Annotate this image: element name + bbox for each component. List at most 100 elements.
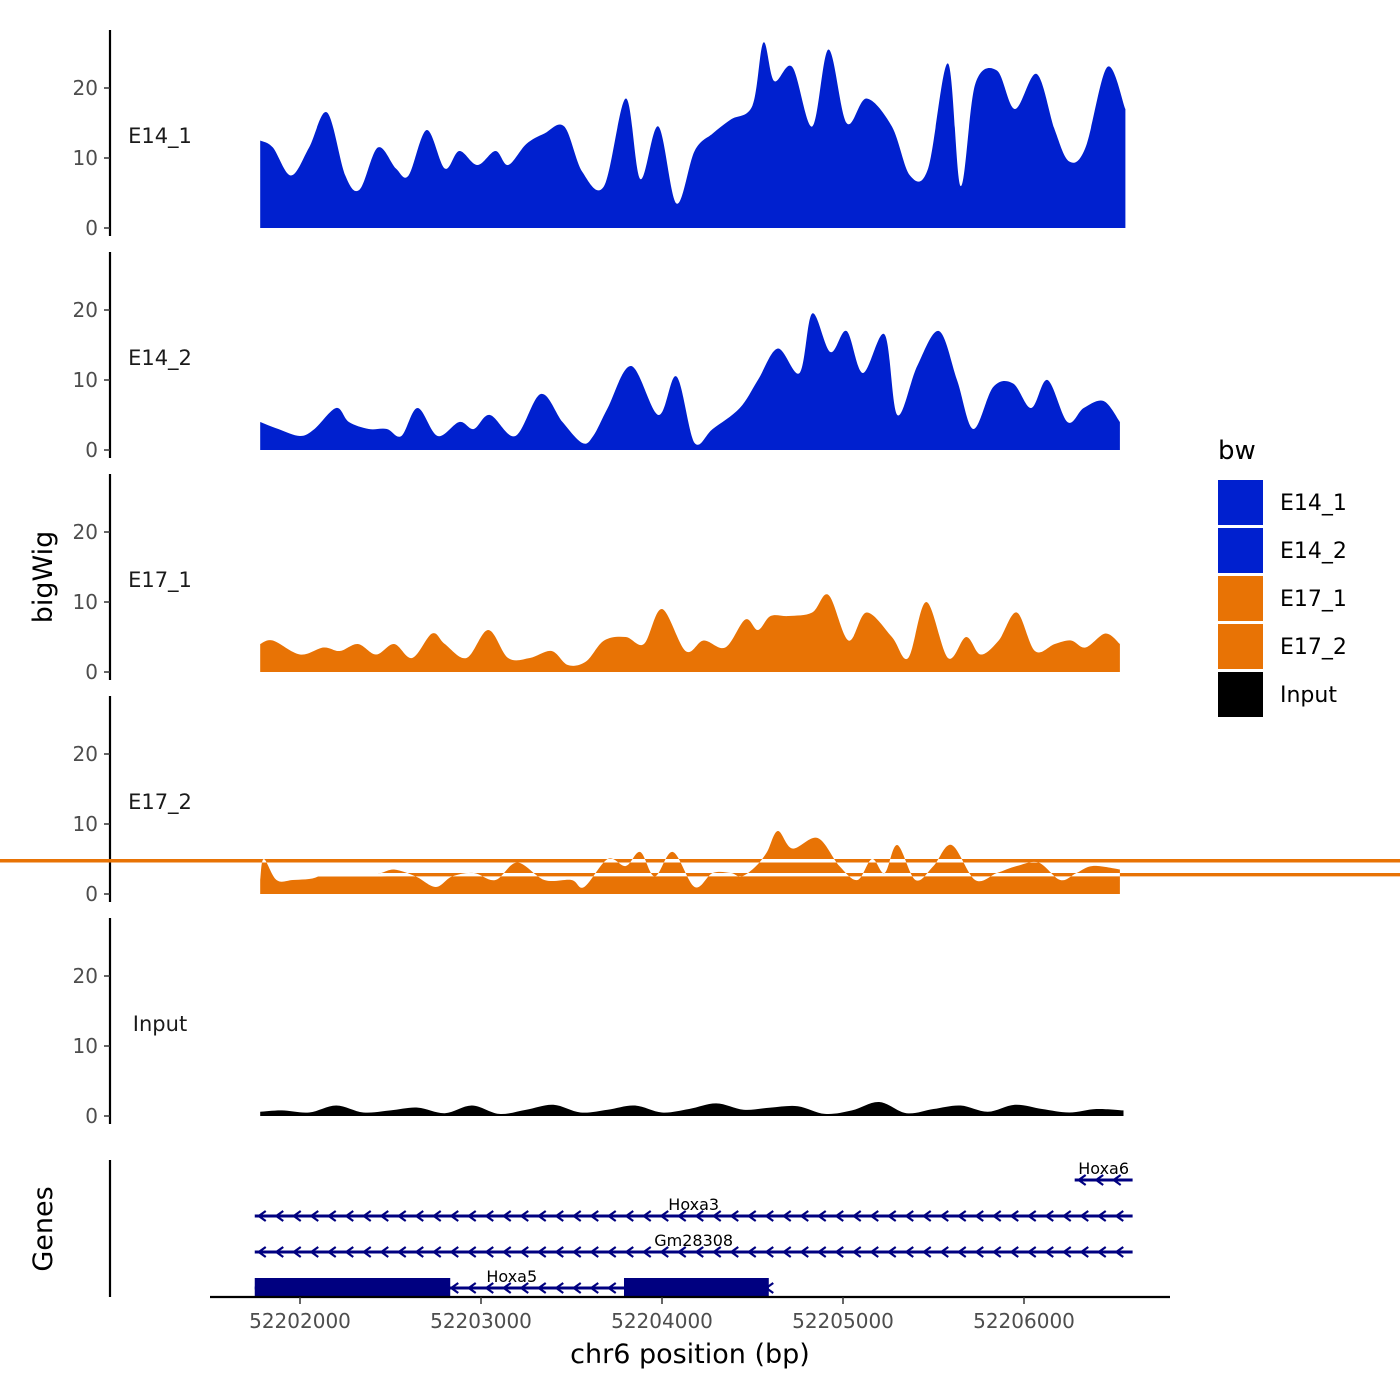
legend-label-e14-1: E14_1 <box>1280 491 1347 516</box>
genes-axis-title: Genes <box>28 1186 59 1271</box>
strand-arrow <box>606 1246 617 1258</box>
strand-arrow <box>676 1210 687 1222</box>
signal-area-e14-2 <box>260 313 1120 450</box>
y-tick-label: 20 <box>73 298 98 322</box>
x-tick-label: 52202000 <box>249 1309 351 1333</box>
strand-arrow <box>326 1246 337 1258</box>
strand-arrow <box>904 1246 914 1258</box>
strand-arrow <box>869 1210 879 1222</box>
x-tick-label: 52203000 <box>430 1309 532 1333</box>
y-tick-label: 0 <box>85 882 98 906</box>
strand-arrow <box>729 1246 739 1258</box>
strand-arrow <box>1009 1246 1019 1258</box>
gene-hoxa6: Hoxa6 <box>1074 1159 1133 1186</box>
y-tick-label: 10 <box>73 146 98 170</box>
strand-arrow <box>466 1246 477 1258</box>
strand-arrow <box>396 1246 407 1258</box>
strand-arrow <box>554 1282 564 1294</box>
strand-arrow <box>431 1246 442 1258</box>
strand-arrow <box>746 1210 757 1222</box>
strand-arrow <box>1076 1174 1087 1186</box>
strand-arrow <box>291 1246 302 1258</box>
track-label: E14_1 <box>128 124 192 149</box>
strand-arrow <box>449 1282 459 1294</box>
legend-swatch-e17-2 <box>1218 624 1263 669</box>
strand-arrow <box>536 1210 547 1222</box>
gene-hoxa3: Hoxa3 <box>254 1195 1133 1222</box>
strand-arrow <box>1044 1210 1054 1222</box>
x-tick-label: 52206000 <box>973 1309 1075 1333</box>
x-axis: 52202000 52203000 52204000 52205000 52206000 <box>210 1295 1170 1333</box>
strand-arrow <box>764 1210 774 1222</box>
strand-arrow <box>1061 1210 1072 1222</box>
y-tick-label: 0 <box>85 438 98 462</box>
strand-arrow <box>274 1246 284 1258</box>
strand-arrow <box>379 1246 389 1258</box>
strand-arrow <box>256 1246 267 1258</box>
strand-arrow <box>659 1246 669 1258</box>
strand-arrow <box>676 1246 687 1258</box>
strand-arrow <box>1096 1210 1107 1222</box>
strand-arrow <box>344 1246 354 1258</box>
signal-area-e14-1 <box>260 42 1126 228</box>
track-input: 0 10 20 Input <box>73 918 1124 1128</box>
y-tick-label: 20 <box>73 742 98 766</box>
strand-arrow <box>799 1246 809 1258</box>
strand-arrow <box>484 1210 494 1222</box>
y-tick-label: 20 <box>73 76 98 100</box>
strand-arrow <box>274 1210 284 1222</box>
strand-arrow <box>1079 1210 1089 1222</box>
signal-area-e17-1 <box>260 594 1120 672</box>
strand-arrow <box>1009 1210 1019 1222</box>
strand-arrow <box>869 1246 879 1258</box>
strand-arrow <box>589 1246 599 1258</box>
strand-arrow <box>589 1210 599 1222</box>
strand-arrow <box>1026 1246 1037 1258</box>
strand-arrow <box>746 1246 757 1258</box>
track-e14-1: 0 10 20 E14_1 <box>73 30 1126 240</box>
strand-arrow <box>361 1246 372 1258</box>
strand-arrow <box>974 1246 984 1258</box>
strand-arrow <box>1114 1210 1124 1222</box>
legend: bw E14_1 E14_2 E17_1 E17_2 Input <box>1218 436 1347 717</box>
strand-arrow <box>694 1246 704 1258</box>
track-label: E14_2 <box>128 346 192 371</box>
strand-arrow <box>851 1210 862 1222</box>
gene-label: Hoxa3 <box>668 1195 719 1214</box>
strand-arrow <box>711 1210 722 1222</box>
strand-arrow <box>1094 1174 1104 1186</box>
legend-label-input: Input <box>1280 683 1337 708</box>
strand-arrow <box>589 1282 599 1294</box>
strand-arrow <box>326 1210 337 1222</box>
track-e14-2: 0 10 20 E14_2 <box>73 252 1120 462</box>
strand-arrow <box>554 1246 564 1258</box>
gene-label: Gm28308 <box>654 1231 733 1250</box>
strand-arrow <box>939 1210 949 1222</box>
strand-arrow <box>834 1210 844 1222</box>
strand-arrow <box>711 1246 722 1258</box>
strand-arrow <box>519 1210 529 1222</box>
track-label: E17_1 <box>128 568 192 593</box>
strand-arrow <box>256 1210 267 1222</box>
strand-arrow <box>1079 1246 1089 1258</box>
strand-arrow <box>764 1246 774 1258</box>
gene-label: Hoxa6 <box>1078 1159 1129 1178</box>
strand-arrow <box>641 1210 652 1222</box>
legend-swatch-input <box>1218 672 1263 717</box>
strand-arrow <box>1096 1246 1107 1258</box>
bigwig-tracks: 0 10 20 E14_1 0 10 20 E14_2 0 10 20 E17_1 0 10 20 E17_2… <box>0 30 1400 1128</box>
gene-label: Hoxa5 <box>486 1267 537 1286</box>
y-tick-label: 20 <box>73 520 98 544</box>
strand-arrow <box>571 1210 582 1222</box>
y-tick-label: 0 <box>85 1104 98 1128</box>
strand-arrow <box>449 1210 459 1222</box>
strand-arrow <box>501 1246 512 1258</box>
gene-track: Hoxa6 Hoxa3 Gm28308 Hoxa5 <box>108 1159 1133 1298</box>
track-e17-2: 0 10 20 E17_2 <box>0 696 1400 906</box>
strand-arrow <box>921 1246 932 1258</box>
strand-arrow <box>886 1246 897 1258</box>
y-tick-label: 0 <box>85 660 98 684</box>
strand-arrow <box>484 1282 494 1294</box>
x-tick-label: 52205000 <box>792 1309 894 1333</box>
